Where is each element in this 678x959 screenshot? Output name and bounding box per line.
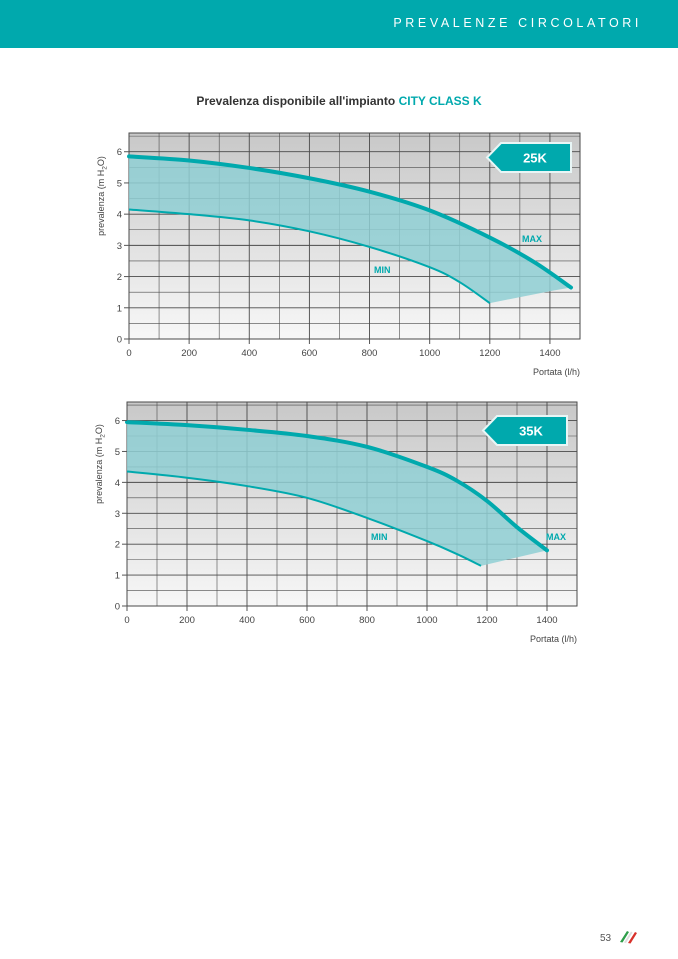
series-min-label: MIN [374,265,391,275]
operating-area [129,156,571,304]
x-tick-label: 400 [239,615,255,626]
header-bar: PREVALENZE CIRCOLATORI [0,0,678,48]
plot-frame [126,401,578,607]
model-badge [485,142,572,173]
series-min-line [126,470,482,567]
series-max-line [125,420,549,553]
x-tick-label: 1000 [416,615,437,626]
y-tick-label: 0 [117,335,122,346]
model-badge-label: 35K [519,424,543,439]
x-tick-label: 1400 [536,615,557,626]
y-tick-label: 3 [117,241,122,252]
series-min-line [128,208,491,304]
y-tick-label: 3 [115,509,120,520]
series-max-line [127,154,573,290]
series-max-label: MAX [522,234,542,244]
model-badge [481,415,568,446]
chart-35k: 0 1 2 3 4 5 6 0 200 400 600 800 1000 1200 1400 Portata … [94,401,578,644]
chart-25k: 0 1 2 3 4 5 6 0 200 400 600 800 1000 1200 1400 Portata … [96,132,581,377]
x-tick-label: 1200 [479,348,500,359]
page-title: Prevalenza disponibile all'impianto CITY… [0,94,678,108]
page-title-prefix: Prevalenza disponibile all'impianto [196,94,396,108]
x-tick-label: 1400 [539,348,560,359]
x-tick-label: 200 [181,348,197,359]
header-title: PREVALENZE CIRCOLATORI [393,16,642,30]
x-axis-label: Portata (l/h) [533,367,580,377]
page-number: 53 [600,933,612,944]
operating-area [127,422,547,566]
y-tick-label: 6 [115,416,120,427]
y-axis-label: prevalenza (m H2O) [94,424,107,504]
y-tick-label: 2 [115,540,120,551]
x-tick-label: 1000 [419,348,440,359]
x-tick-label: 600 [301,348,317,359]
y-tick-label: 4 [115,478,120,489]
y-tick-label: 1 [117,303,122,314]
y-tick-label: 5 [117,178,122,189]
y-tick-label: 1 [115,571,120,582]
x-tick-label: 600 [299,615,315,626]
x-tick-label: 1200 [476,615,497,626]
y-tick-label: 6 [117,147,122,158]
x-axis-label: Portata (l/h) [530,634,577,644]
x-tick-label: 0 [126,348,131,359]
page-title-highlight: CITY CLASS K [398,94,482,108]
x-tick-label: 800 [362,348,378,359]
y-tick-label: 2 [117,272,122,283]
y-tick-label: 0 [115,602,120,613]
series-min-label: MIN [371,532,388,542]
y-axis-label: prevalenza (m H2O) [96,156,109,236]
series-max-label: MAX [546,532,566,542]
x-tick-label: 200 [179,615,195,626]
plot-frame [128,132,581,340]
y-tick-label: 5 [115,447,120,458]
x-tick-label: 800 [359,615,375,626]
y-tick-label: 4 [117,210,122,221]
italian-flag-logo-icon [620,931,637,944]
x-tick-label: 0 [124,615,129,626]
model-badge-label: 25K [523,151,547,166]
x-tick-label: 400 [241,348,257,359]
